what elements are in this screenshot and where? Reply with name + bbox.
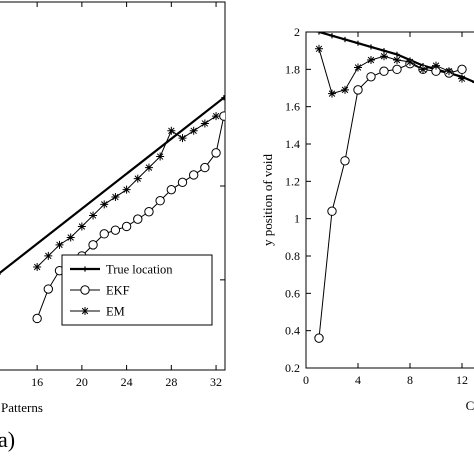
data-point-true-location [329,33,335,39]
series-group [0,95,225,324]
y-tick-label: 1.4 [285,137,300,151]
data-point-em [406,57,414,66]
plot-frame [305,31,474,369]
data-point-em [66,233,75,242]
data-point-ekf [144,207,154,217]
data-point-ekf [188,170,199,180]
data-point-ekf [121,221,132,232]
x-tick-label: 0 [303,373,309,387]
data-point-ekf [457,64,467,75]
chart-panel-b: 0 4 8 12 0.2 0.4 0.6 0.8 1 1.2 1.4 1.6 1.8 2 Cy positi… [260,25,474,413]
x-tick-label: 28 [165,375,177,389]
data-point-em [200,119,209,128]
x-axis-label: C [466,398,474,413]
x-tick-label: 24 [121,375,133,389]
x-tick-label: 32 [210,375,222,389]
x-axis-label: Patterns [1,400,43,415]
data-point-ekf [219,111,225,121]
data-point-em [133,174,142,183]
data-point-ekf [366,72,376,82]
legend-marker [80,285,90,295]
data-point-ekf [211,148,221,158]
data-point-em [432,61,440,70]
data-point-em [122,185,131,194]
y-axis-label: y position of void [260,153,275,246]
x-tick-label: 20 [76,375,88,389]
y-tick-label: 1 [294,212,300,226]
x-tick-label: 16 [31,375,43,389]
data-point-em [380,52,388,61]
data-point-ekf [43,284,54,294]
data-point-true-location [472,81,474,83]
data-point-em [33,262,42,271]
y-tick-label: 1.6 [285,100,300,114]
x-tick-label: 12 [456,373,468,387]
chart-panel-a: 16 20 24 28 32 Patterns True location EKF EM a) [0,1,226,452]
data-point-true-location [342,36,348,43]
data-point-ekf [88,240,98,250]
data-point-ekf [133,214,143,224]
data-point-em [419,65,427,74]
data-point-em [111,193,120,202]
legend-label: EKF [106,284,130,298]
data-point-ekf [392,64,402,75]
data-point-em [341,85,349,94]
data-point-ekf [314,333,324,343]
data-point-ekf [340,156,350,166]
data-point-em [458,74,466,83]
data-point-em [77,222,86,231]
legend-label: EM [106,305,125,319]
data-point-ekf [353,85,363,95]
series-line-ekf [318,63,463,339]
data-point-em [89,211,98,220]
data-point-true-location [316,32,322,35]
data-point-em [315,44,323,53]
data-point-ekf [110,225,121,235]
data-point-em [393,56,401,64]
y-tick-label: 1.8 [285,62,300,76]
data-point-true-location [355,40,361,46]
data-point-em [44,251,53,260]
data-point-em [167,126,176,135]
legend-marker [81,307,89,315]
panel-label: a) [0,427,15,452]
data-point-em [156,152,165,161]
y-tick-label: 0.6 [285,286,300,300]
legend-label: True location [106,263,173,277]
y-tick-label: 0.2 [285,361,300,375]
data-point-em [367,56,375,64]
data-point-ekf [177,177,188,188]
legend-marker [82,266,88,272]
series-group [314,32,474,343]
data-point-ekf [155,196,165,206]
data-point-em [328,89,336,98]
data-point-ekf [166,184,177,195]
data-point-true-location [368,44,374,50]
x-tick-label: 8 [407,373,413,387]
legend: True location EKF EM [61,254,213,326]
series-line-true-location [0,96,225,275]
y-tick-label: 1.2 [285,174,300,188]
data-point-em [178,134,187,143]
y-tick-label: 0.4 [285,324,300,338]
y-tick-label: 0.8 [285,249,300,263]
data-point-ekf [200,162,210,173]
data-point-em [55,240,64,249]
data-point-em [189,126,198,135]
data-point-ekf [32,313,42,324]
data-point-em [100,200,109,209]
data-point-em [212,112,221,121]
data-point-ekf [99,229,109,239]
data-point-em [144,163,153,172]
y-tick-label: 2 [294,25,300,39]
data-point-em [354,63,362,72]
data-point-em [445,67,453,76]
data-point-true-location [221,95,225,101]
series-line-em [318,48,463,95]
data-point-ekf [327,206,337,216]
x-tick-label: 4 [355,373,361,387]
data-point-ekf [379,66,389,76]
